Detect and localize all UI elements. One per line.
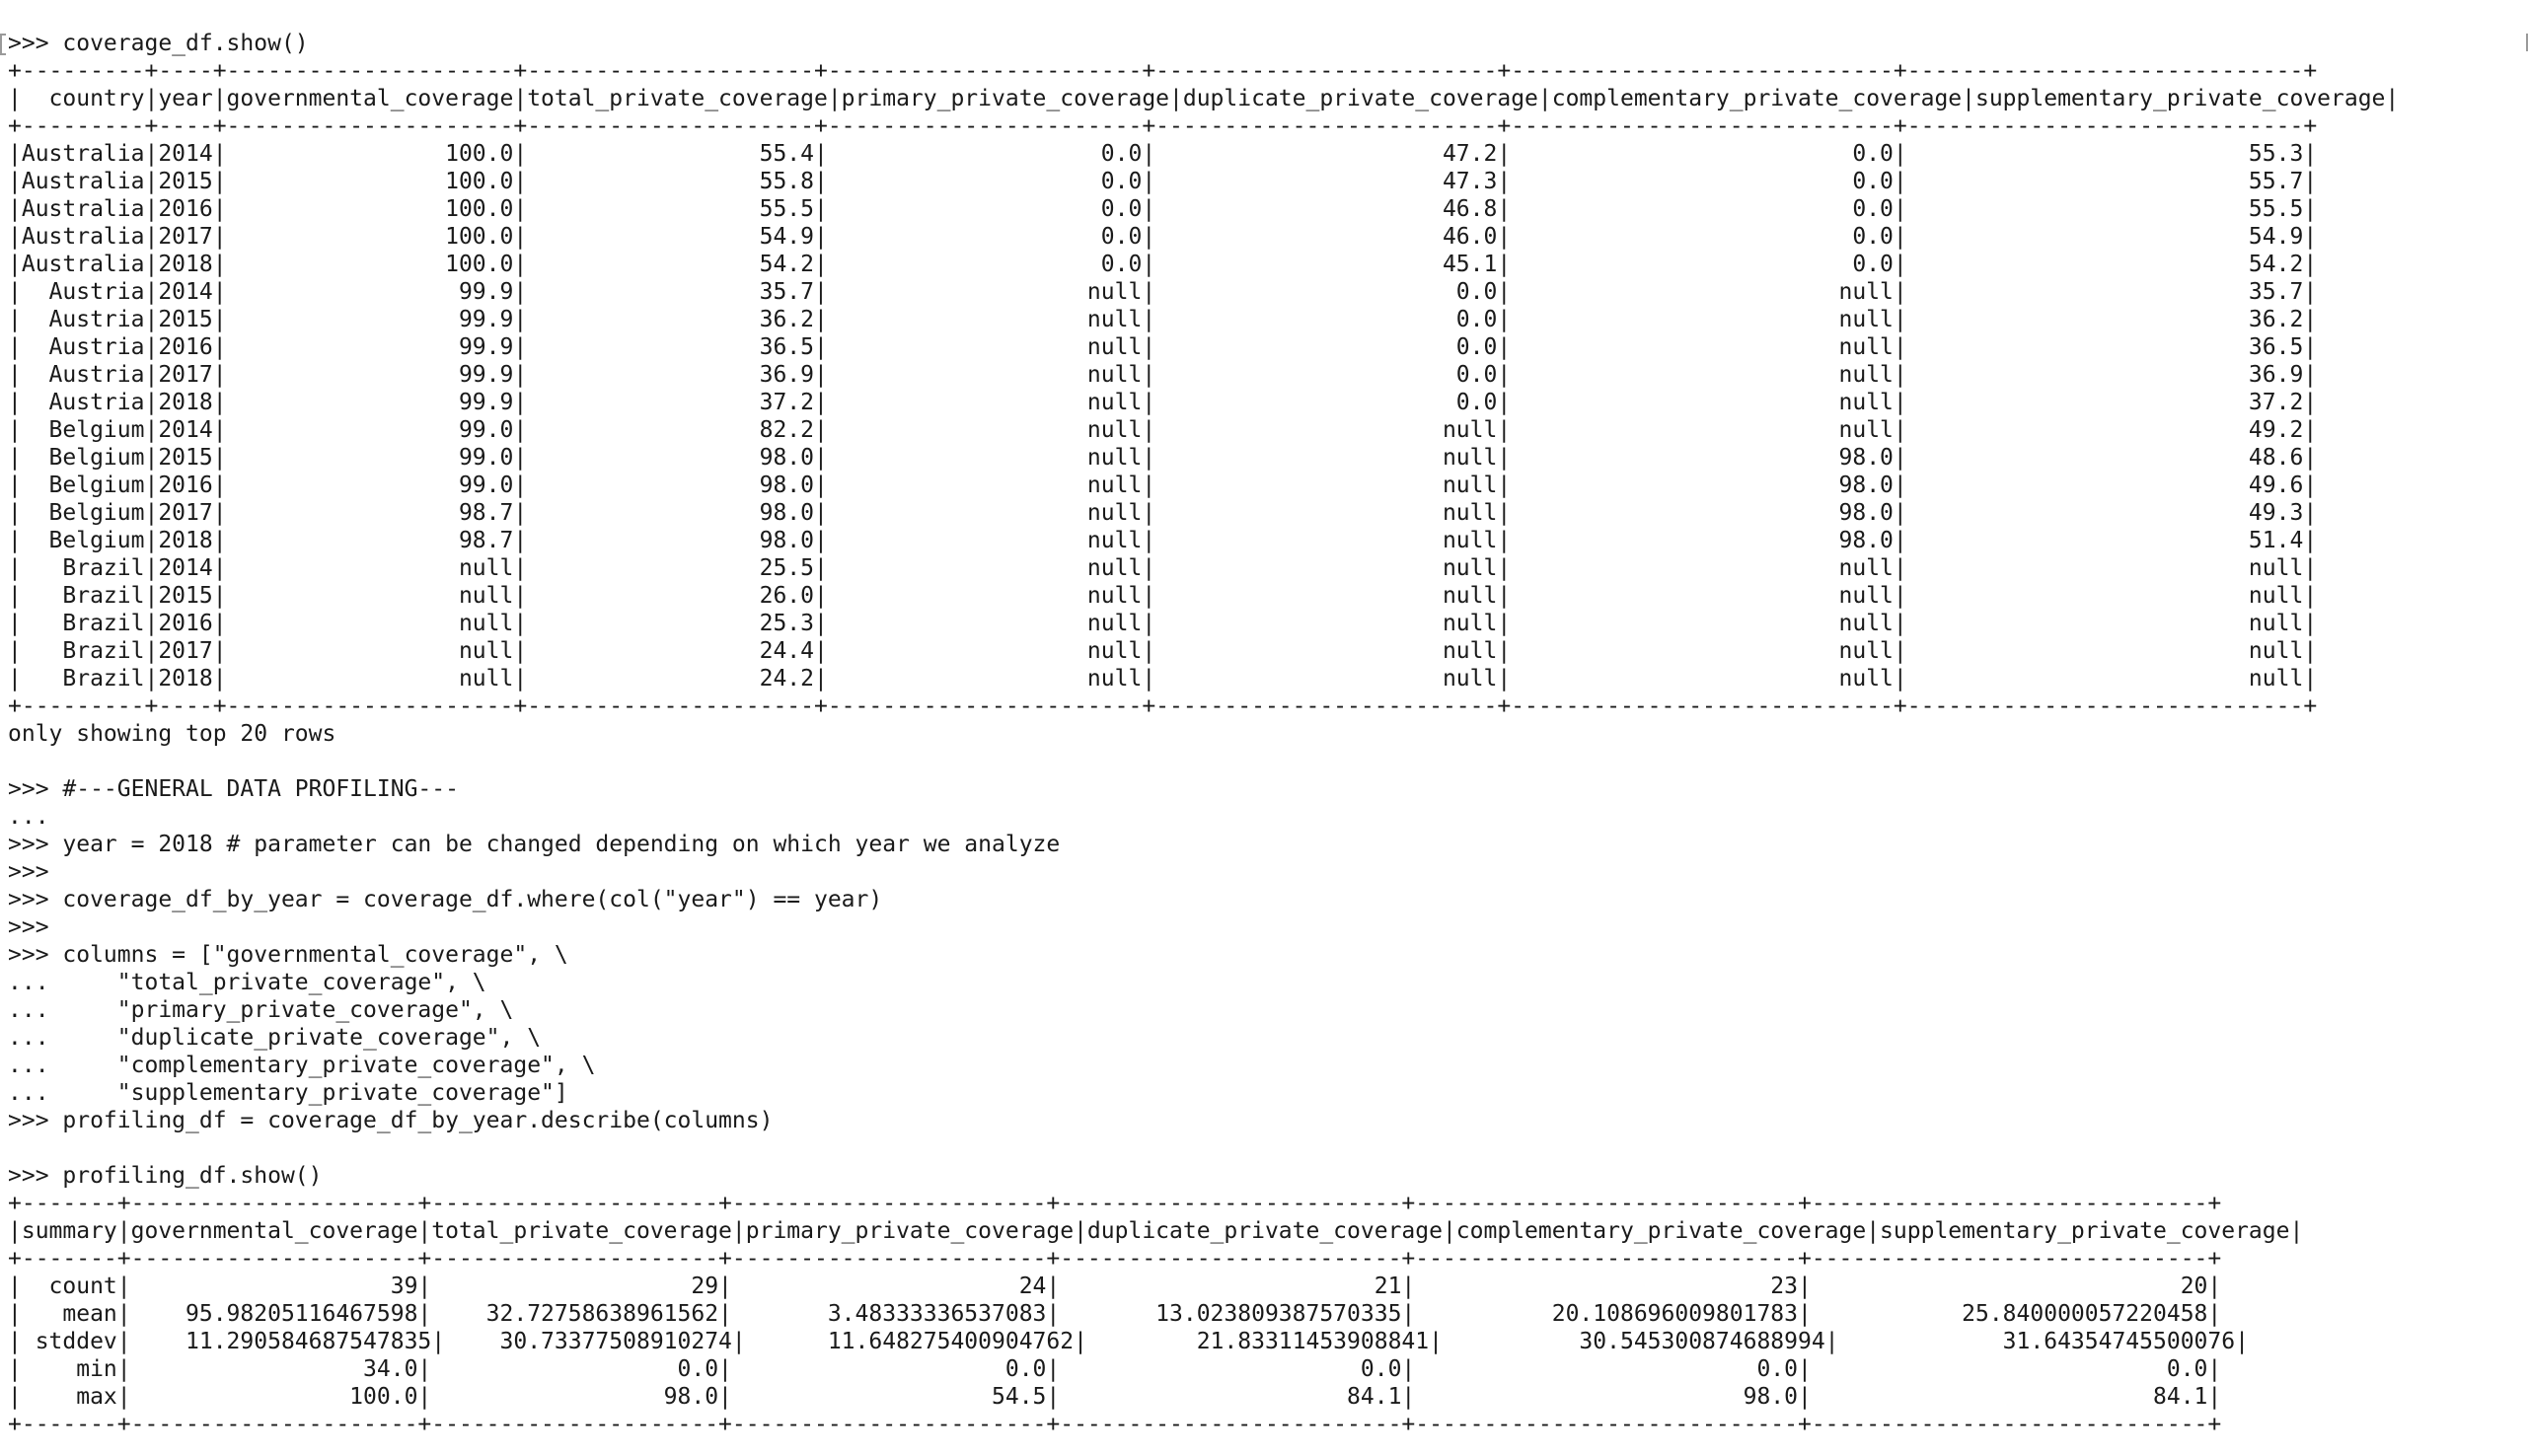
- terminal-line: | Austria|2016| 99.9| 36.5| null| 0.0| n…: [8, 334, 2318, 360]
- terminal-line: | Austria|2015| 99.9| 36.2| null| 0.0| n…: [8, 307, 2318, 332]
- terminal-line: | min| 34.0| 0.0| 0.0| 0.0| 0.0| 0.0|: [8, 1356, 2222, 1382]
- terminal-output[interactable]: >>> coverage_df.show() +---------+----+--…: [8, 30, 2514, 1430]
- terminal-line: | mean| 95.98205116467598| 32.7275863896…: [8, 1301, 2222, 1327]
- terminal-line: ... "total_private_coverage", \: [8, 970, 486, 995]
- terminal-line: >>> profiling_df = coverage_df_by_year.d…: [8, 1108, 774, 1133]
- terminal-line: |Australia|2017| 100.0| 54.9| 0.0| 46.0|…: [8, 224, 2318, 250]
- terminal-line: | Brazil|2016| null| 25.3| null| null| n…: [8, 611, 2318, 636]
- terminal-line: | Brazil|2017| null| 24.4| null| null| n…: [8, 638, 2318, 664]
- terminal-line: | count| 39| 29| 24| 21| 23| 20|: [8, 1274, 2222, 1299]
- terminal-line: |Australia|2015| 100.0| 55.8| 0.0| 47.3|…: [8, 169, 2318, 194]
- terminal-line: >>> coverage_df_by_year = coverage_df.wh…: [8, 887, 883, 912]
- terminal-line: | Brazil|2018| null| 24.2| null| null| n…: [8, 666, 2318, 692]
- terminal-line: >>>: [8, 859, 49, 885]
- window-left-edge: [0, 34, 6, 55]
- terminal-line: +---------+----+---------------------+--…: [8, 113, 2318, 139]
- terminal-line: >>> columns = ["governmental_coverage", …: [8, 942, 568, 968]
- window-right-edge: [2522, 34, 2528, 51]
- terminal-line: ... "complementary_private_coverage", \: [8, 1053, 596, 1078]
- terminal-line: ...: [8, 804, 49, 830]
- terminal-line: ... "duplicate_private_coverage", \: [8, 1025, 542, 1051]
- terminal-line: | Belgium|2017| 98.7| 98.0| null| null| …: [8, 500, 2318, 526]
- terminal-line: only showing top 20 rows: [8, 721, 336, 747]
- terminal-line: | stddev| 11.290584687547835| 30.7337750…: [8, 1329, 2249, 1354]
- terminal-line: >>> coverage_df.show(): [8, 31, 309, 56]
- terminal-line: >>>: [8, 914, 49, 940]
- terminal-line: | max| 100.0| 98.0| 54.5| 84.1| 98.0| 84…: [8, 1384, 2222, 1410]
- terminal-line: | Austria|2017| 99.9| 36.9| null| 0.0| n…: [8, 362, 2318, 388]
- terminal-line: +-------+---------------------+---------…: [8, 1191, 2222, 1216]
- terminal-line: ... "supplementary_private_coverage"]: [8, 1080, 568, 1106]
- terminal-line: [8, 748, 2514, 775]
- terminal-line: | Belgium|2016| 99.0| 98.0| null| null| …: [8, 473, 2318, 498]
- terminal-line: >>> #---GENERAL DATA PROFILING---: [8, 776, 459, 802]
- terminal-line: +---------+----+---------------------+--…: [8, 58, 2318, 84]
- terminal-line: ... "primary_private_coverage", \: [8, 997, 514, 1023]
- terminal-line: +-------+---------------------+---------…: [8, 1412, 2222, 1430]
- terminal-line: >>> profiling_df.show(): [8, 1163, 323, 1189]
- terminal-line: |Australia|2018| 100.0| 54.2| 0.0| 45.1|…: [8, 252, 2318, 277]
- terminal-line: | Belgium|2018| 98.7| 98.0| null| null| …: [8, 528, 2318, 553]
- terminal-line: | country|year|governmental_coverage|tot…: [8, 86, 2400, 111]
- terminal-line: | Belgium|2014| 99.0| 82.2| null| null| …: [8, 417, 2318, 443]
- terminal-line: | Austria|2018| 99.9| 37.2| null| 0.0| n…: [8, 390, 2318, 415]
- terminal-line: | Austria|2014| 99.9| 35.7| null| 0.0| n…: [8, 279, 2318, 305]
- terminal-line: +-------+---------------------+---------…: [8, 1246, 2222, 1272]
- terminal-line: |Australia|2016| 100.0| 55.5| 0.0| 46.8|…: [8, 196, 2318, 222]
- terminal-line: +---------+----+---------------------+--…: [8, 693, 2318, 719]
- terminal-line: |Australia|2014| 100.0| 55.4| 0.0| 47.2|…: [8, 141, 2318, 167]
- terminal-line: |summary|governmental_coverage|total_pri…: [8, 1218, 2304, 1244]
- terminal-line: | Belgium|2015| 99.0| 98.0| null| null| …: [8, 445, 2318, 471]
- terminal-line: >>> year = 2018 # parameter can be chang…: [8, 832, 1061, 857]
- terminal-line: [8, 1134, 2514, 1162]
- terminal-line: | Brazil|2014| null| 25.5| null| null| n…: [8, 555, 2318, 581]
- terminal-line: | Brazil|2015| null| 26.0| null| null| n…: [8, 583, 2318, 609]
